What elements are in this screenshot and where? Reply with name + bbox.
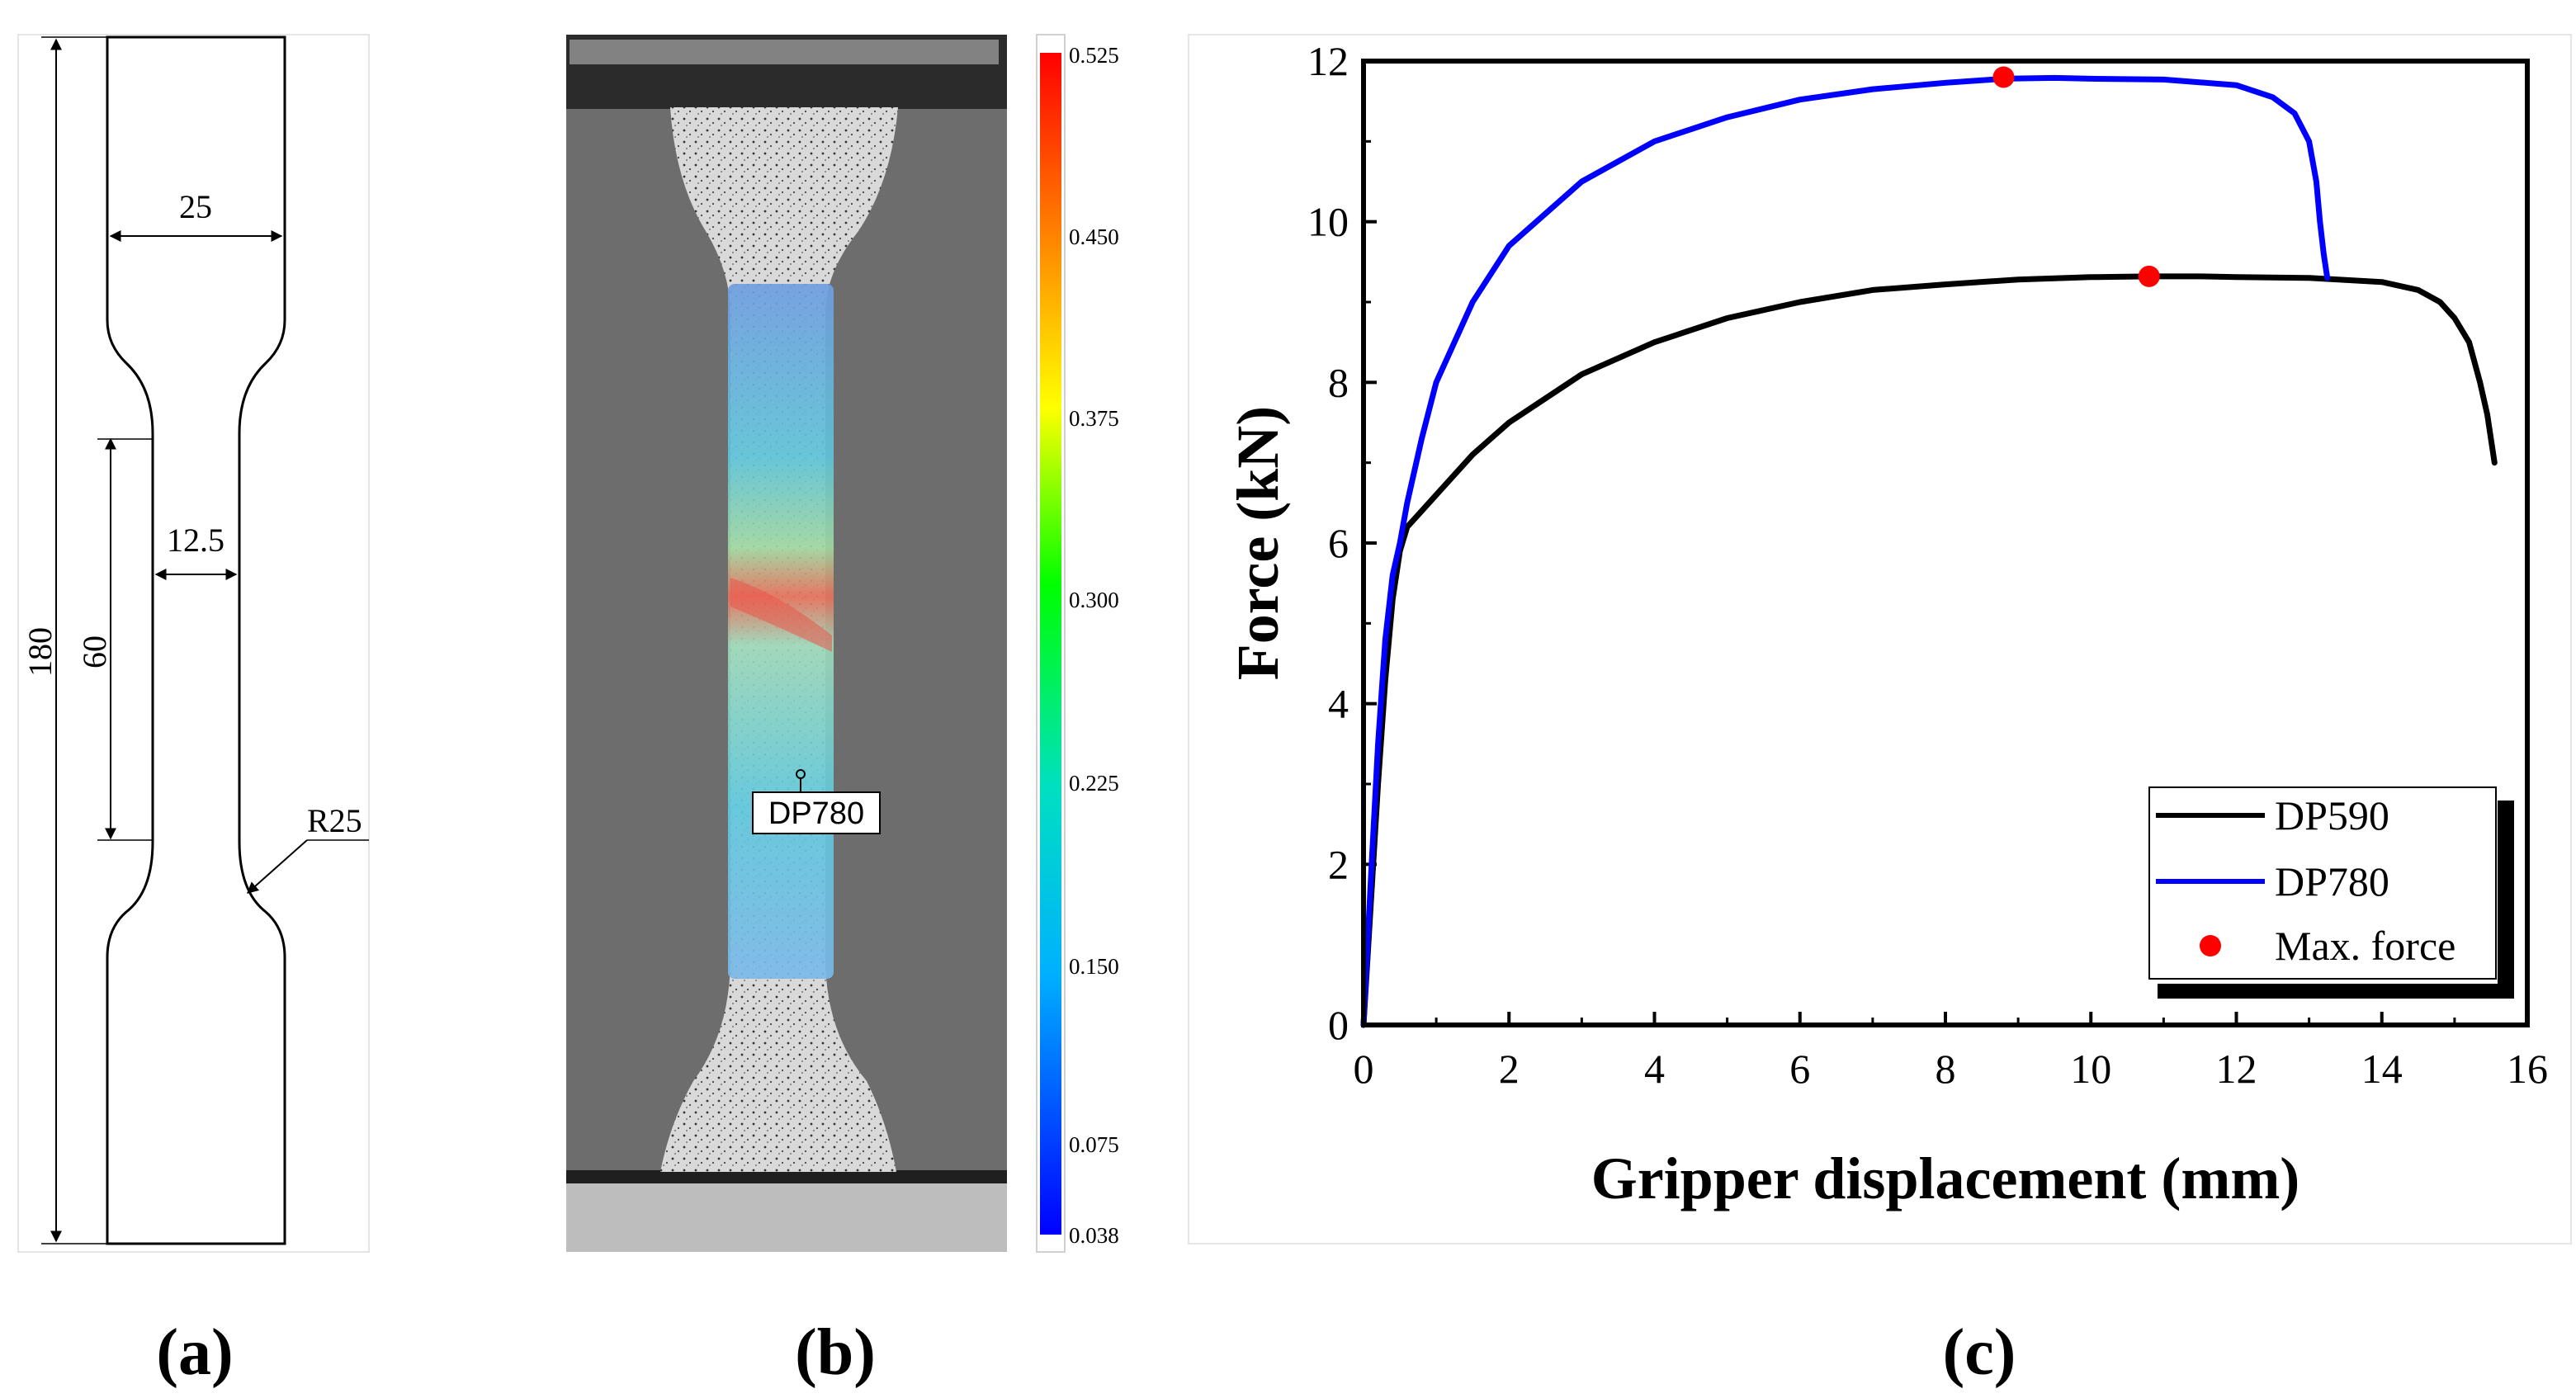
grip-width-label: 25 [179,188,212,225]
x-tick-label: 2 [1499,1046,1520,1092]
x-tick-label: 0 [1354,1046,1374,1092]
legend-shadow [2498,801,2514,999]
x-tick-label: 12 [2216,1046,2257,1092]
total-length-label: 180 [21,627,59,677]
strain-concentration-band [730,578,832,652]
colorbar-tick: 0.300 [1069,588,1119,612]
colorbar-tick: 0.450 [1069,224,1119,249]
radius-leader [246,839,308,894]
chart-frame [1188,34,2572,1245]
legend-label-max-force: Max. force [2275,923,2455,969]
y-tick-label: 6 [1328,520,1349,566]
max-force-layer [1992,66,2160,287]
series-line-dp780 [1360,74,2331,1028]
gauge-width-label: 12.5 [167,522,225,559]
legend-label-dp590: DP590 [2275,792,2389,838]
panel-label-b: (b) [795,1316,876,1389]
x-tick-label: 16 [2507,1046,2548,1092]
specimen-tag-label: DP780 [768,796,864,831]
y-tick-label: 4 [1328,681,1349,727]
x-tick-label: 6 [1789,1046,1810,1092]
max-force-point-dp780 [1992,66,2015,88]
y-tick-label: 10 [1307,199,1349,245]
series-layer [1360,74,2498,1028]
specimen-tag-box [752,791,881,834]
y-tick-label: 0 [1328,1002,1349,1048]
specimen-outline [106,35,286,1245]
colorbar-tick: 0.150 [1069,954,1119,979]
y-tick-label: 12 [1307,38,1349,84]
specimen-drawing: 180 60 25 12.5 R25 [17,34,370,1253]
legend-label-dp780: DP780 [2275,858,2389,904]
y-tick-label: 8 [1328,359,1349,405]
max-force-point-dp590 [2138,265,2160,287]
dic-strain-image: DP780 [566,35,1007,1252]
drawing-frame [17,34,370,1253]
x-tick-label: 4 [1644,1046,1665,1092]
colorbar: 0.525 0.450 0.375 0.300 0.225 0.150 0.07… [1036,34,1119,1253]
lower-grip [566,1174,1007,1252]
colorbar-tick: 0.225 [1069,771,1119,796]
radius-label: R25 [307,802,362,839]
legend-swatch-max-force [2200,935,2221,956]
x-tick-label: 14 [2361,1046,2403,1092]
colorbar-tick: 0.525 [1069,43,1119,68]
colorbar-tick: 0.038 [1069,1223,1119,1248]
plot-area-border [1361,59,2530,1027]
force-displacement-chart: 0 2 4 6 8 10 12 14 16 0 2 4 6 8 10 12 Gripper displacem… [1225,38,2548,1211]
x-tick-label: 8 [1936,1046,1956,1092]
gauge-length-label: 60 [76,635,113,668]
y-tick-label: 2 [1328,841,1349,887]
x-axis-title: Gripper displacement (mm) [1591,1145,2300,1211]
panel-label-a: (a) [156,1316,233,1389]
colorbar-tick: 0.075 [1069,1132,1119,1157]
y-axis-title: Force (kN) [1225,406,1291,681]
panel-label-c: (c) [1943,1316,2016,1389]
colorbar-gradient [1040,53,1061,1235]
colorbar-tick: 0.375 [1069,406,1119,431]
legend: DP590 DP780 Max. force [2148,786,2514,999]
x-tick-label: 10 [2070,1046,2111,1092]
